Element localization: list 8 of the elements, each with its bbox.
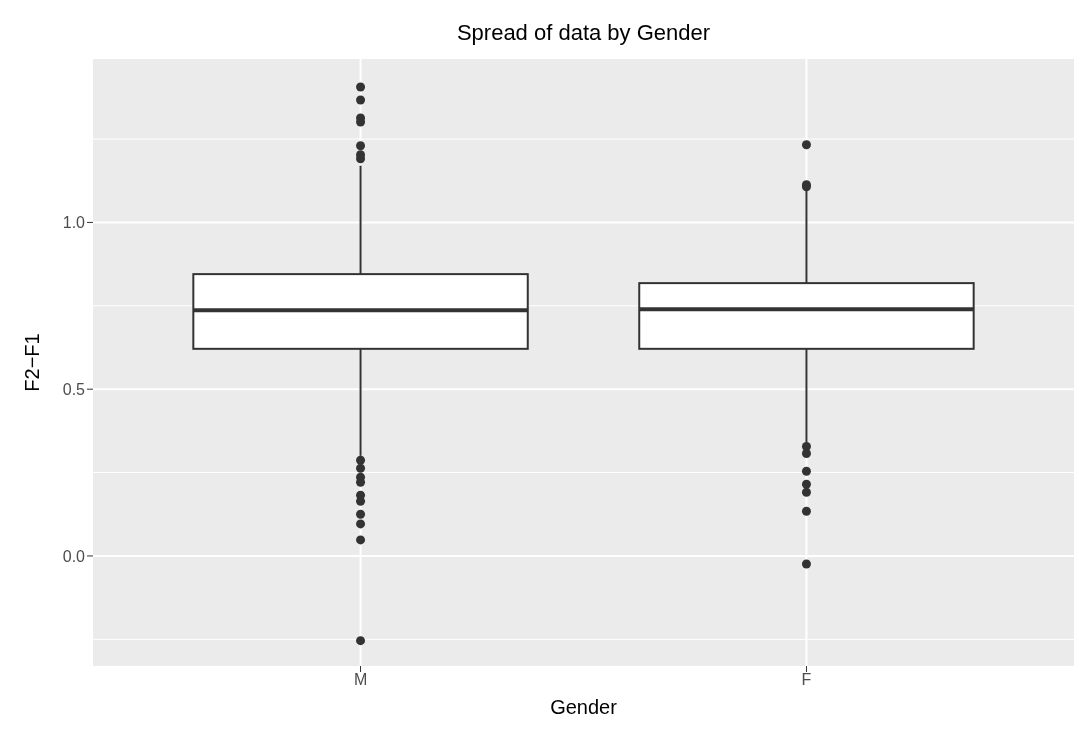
y-axis-title: F2−F1 [21,333,44,392]
x-tick-label: M [353,671,368,689]
y-tick-label: 1.0 [62,214,86,232]
y-tick-label: 0.5 [62,380,86,398]
x-tick-label: F [801,671,812,689]
y-tick-label: 0.0 [62,547,86,565]
chart-title: Spread of data by Gender [455,20,712,46]
x-axis-title: Gender [550,696,618,718]
